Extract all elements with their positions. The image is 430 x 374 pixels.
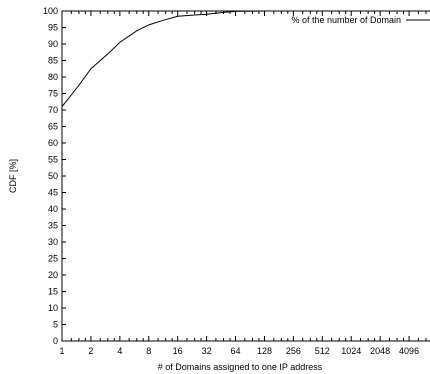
y-tick-label: 55 (48, 155, 58, 165)
y-tick-label: 5 (53, 320, 58, 330)
series-layer (61, 10, 430, 108)
x-tick-label: 256 (286, 346, 301, 356)
y-tick-labels: 0 5 10 15 20 25 30 35 40 45 50 55 60 65 70 75 80 85 90 95 10… (43, 6, 58, 346)
y-tick-label: 65 (48, 122, 58, 132)
y-tick-label: 50 (48, 171, 58, 181)
plot-border (61, 10, 430, 342)
y-tick-label: 40 (48, 204, 58, 214)
y-tick-label: 25 (48, 254, 58, 264)
legend-entry-label: % of the number of Domain (291, 15, 401, 25)
series-line (61, 10, 430, 108)
x-tick-label: 8 (146, 346, 151, 356)
x-tick-label: 128 (257, 346, 272, 356)
legend: % of the number of Domain (291, 15, 430, 25)
x-tick-label: 2048 (370, 346, 390, 356)
y-tick-label: 60 (48, 138, 58, 148)
y-tick-label: 85 (48, 56, 58, 66)
tick-marks (61, 10, 427, 342)
y-tick-label: 35 (48, 221, 58, 231)
y-tick-label: 15 (48, 287, 58, 297)
x-tick-label: 1 (59, 346, 64, 356)
y-tick-label: 90 (48, 39, 58, 49)
x-tick-label: 4096 (399, 346, 419, 356)
y-axis-label: CDF [%] (8, 159, 18, 193)
y-tick-label: 10 (48, 303, 58, 313)
x-tick-label: 64 (231, 346, 241, 356)
y-tick-label: 70 (48, 105, 58, 115)
y-tick-label: 0 (53, 336, 58, 346)
x-tick-label: 2 (88, 346, 93, 356)
y-tick-label: 95 (48, 23, 58, 33)
x-axis-label: # of Domains assigned to one IP address (158, 362, 323, 372)
y-tick-label: 45 (48, 188, 58, 198)
y-tick-label: 20 (48, 270, 58, 280)
x-tick-label: 4 (117, 346, 122, 356)
x-tick-label: 1024 (341, 346, 361, 356)
y-tick-label: 80 (48, 72, 58, 82)
y-tick-label: 75 (48, 89, 58, 99)
x-tick-labels: 12481632641282565121024204840968 (59, 346, 419, 356)
y-tick-label: 30 (48, 237, 58, 247)
plot-frame (61, 10, 430, 342)
x-tick-label: 32 (202, 346, 212, 356)
y-tick-label: 100 (43, 6, 58, 16)
x-tick-label: 16 (173, 346, 183, 356)
x-tick-label: 512 (315, 346, 330, 356)
